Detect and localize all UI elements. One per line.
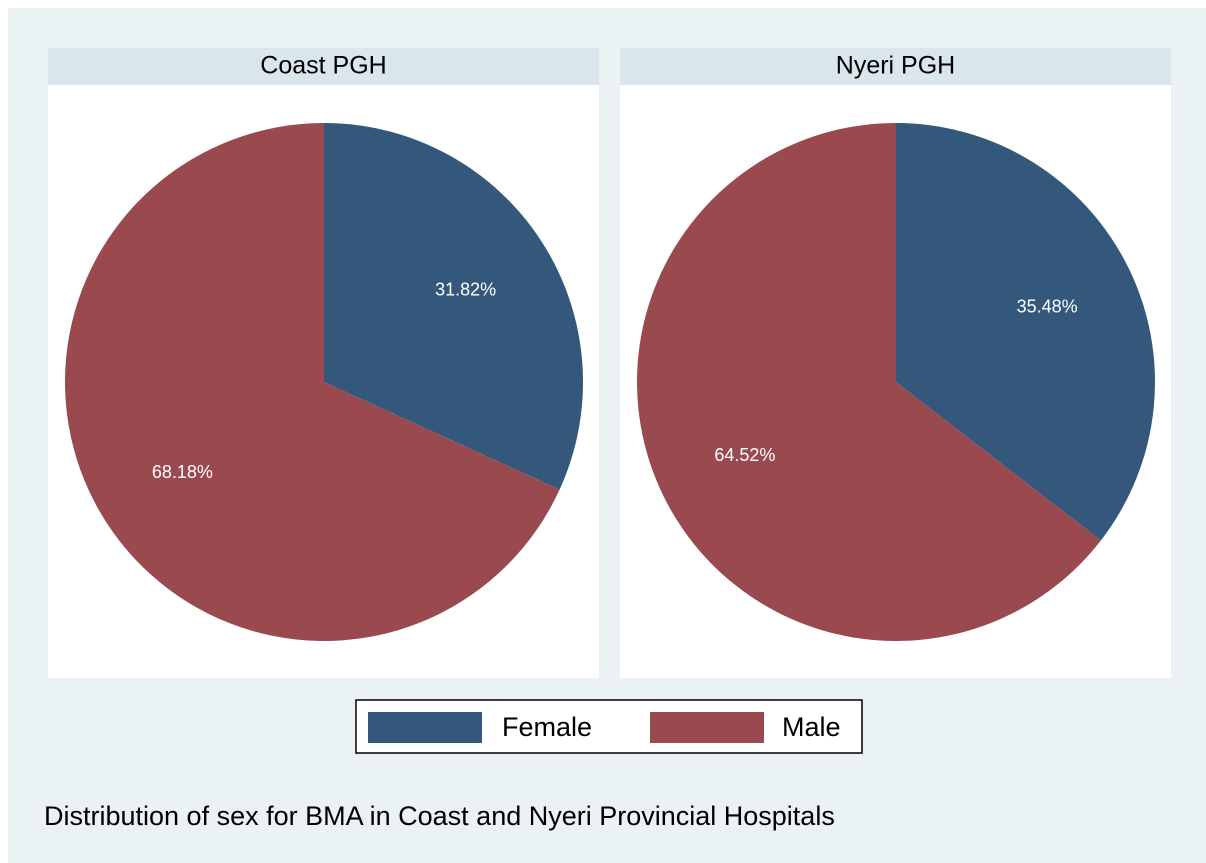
panel-title: Coast PGH — [260, 52, 386, 80]
data-label: 68.18% — [152, 462, 213, 482]
data-label: 35.48% — [1017, 297, 1078, 317]
legend-swatch — [368, 712, 482, 743]
pie-slice — [636, 123, 1101, 641]
pie-slice — [896, 123, 1155, 541]
pie-slice — [64, 123, 560, 641]
data-label: 31.82% — [435, 280, 496, 300]
panel-title: Nyeri PGH — [836, 52, 955, 80]
legend-label: Female — [502, 712, 592, 742]
legend-label: Male — [782, 712, 841, 742]
legend-swatch — [650, 712, 764, 743]
panel-header — [48, 48, 599, 85]
caption: Distribution of sex for BMA in Coast and… — [44, 801, 835, 831]
pie-slice — [324, 123, 583, 490]
data-label: 64.52% — [714, 445, 775, 465]
panel-header — [620, 48, 1171, 85]
